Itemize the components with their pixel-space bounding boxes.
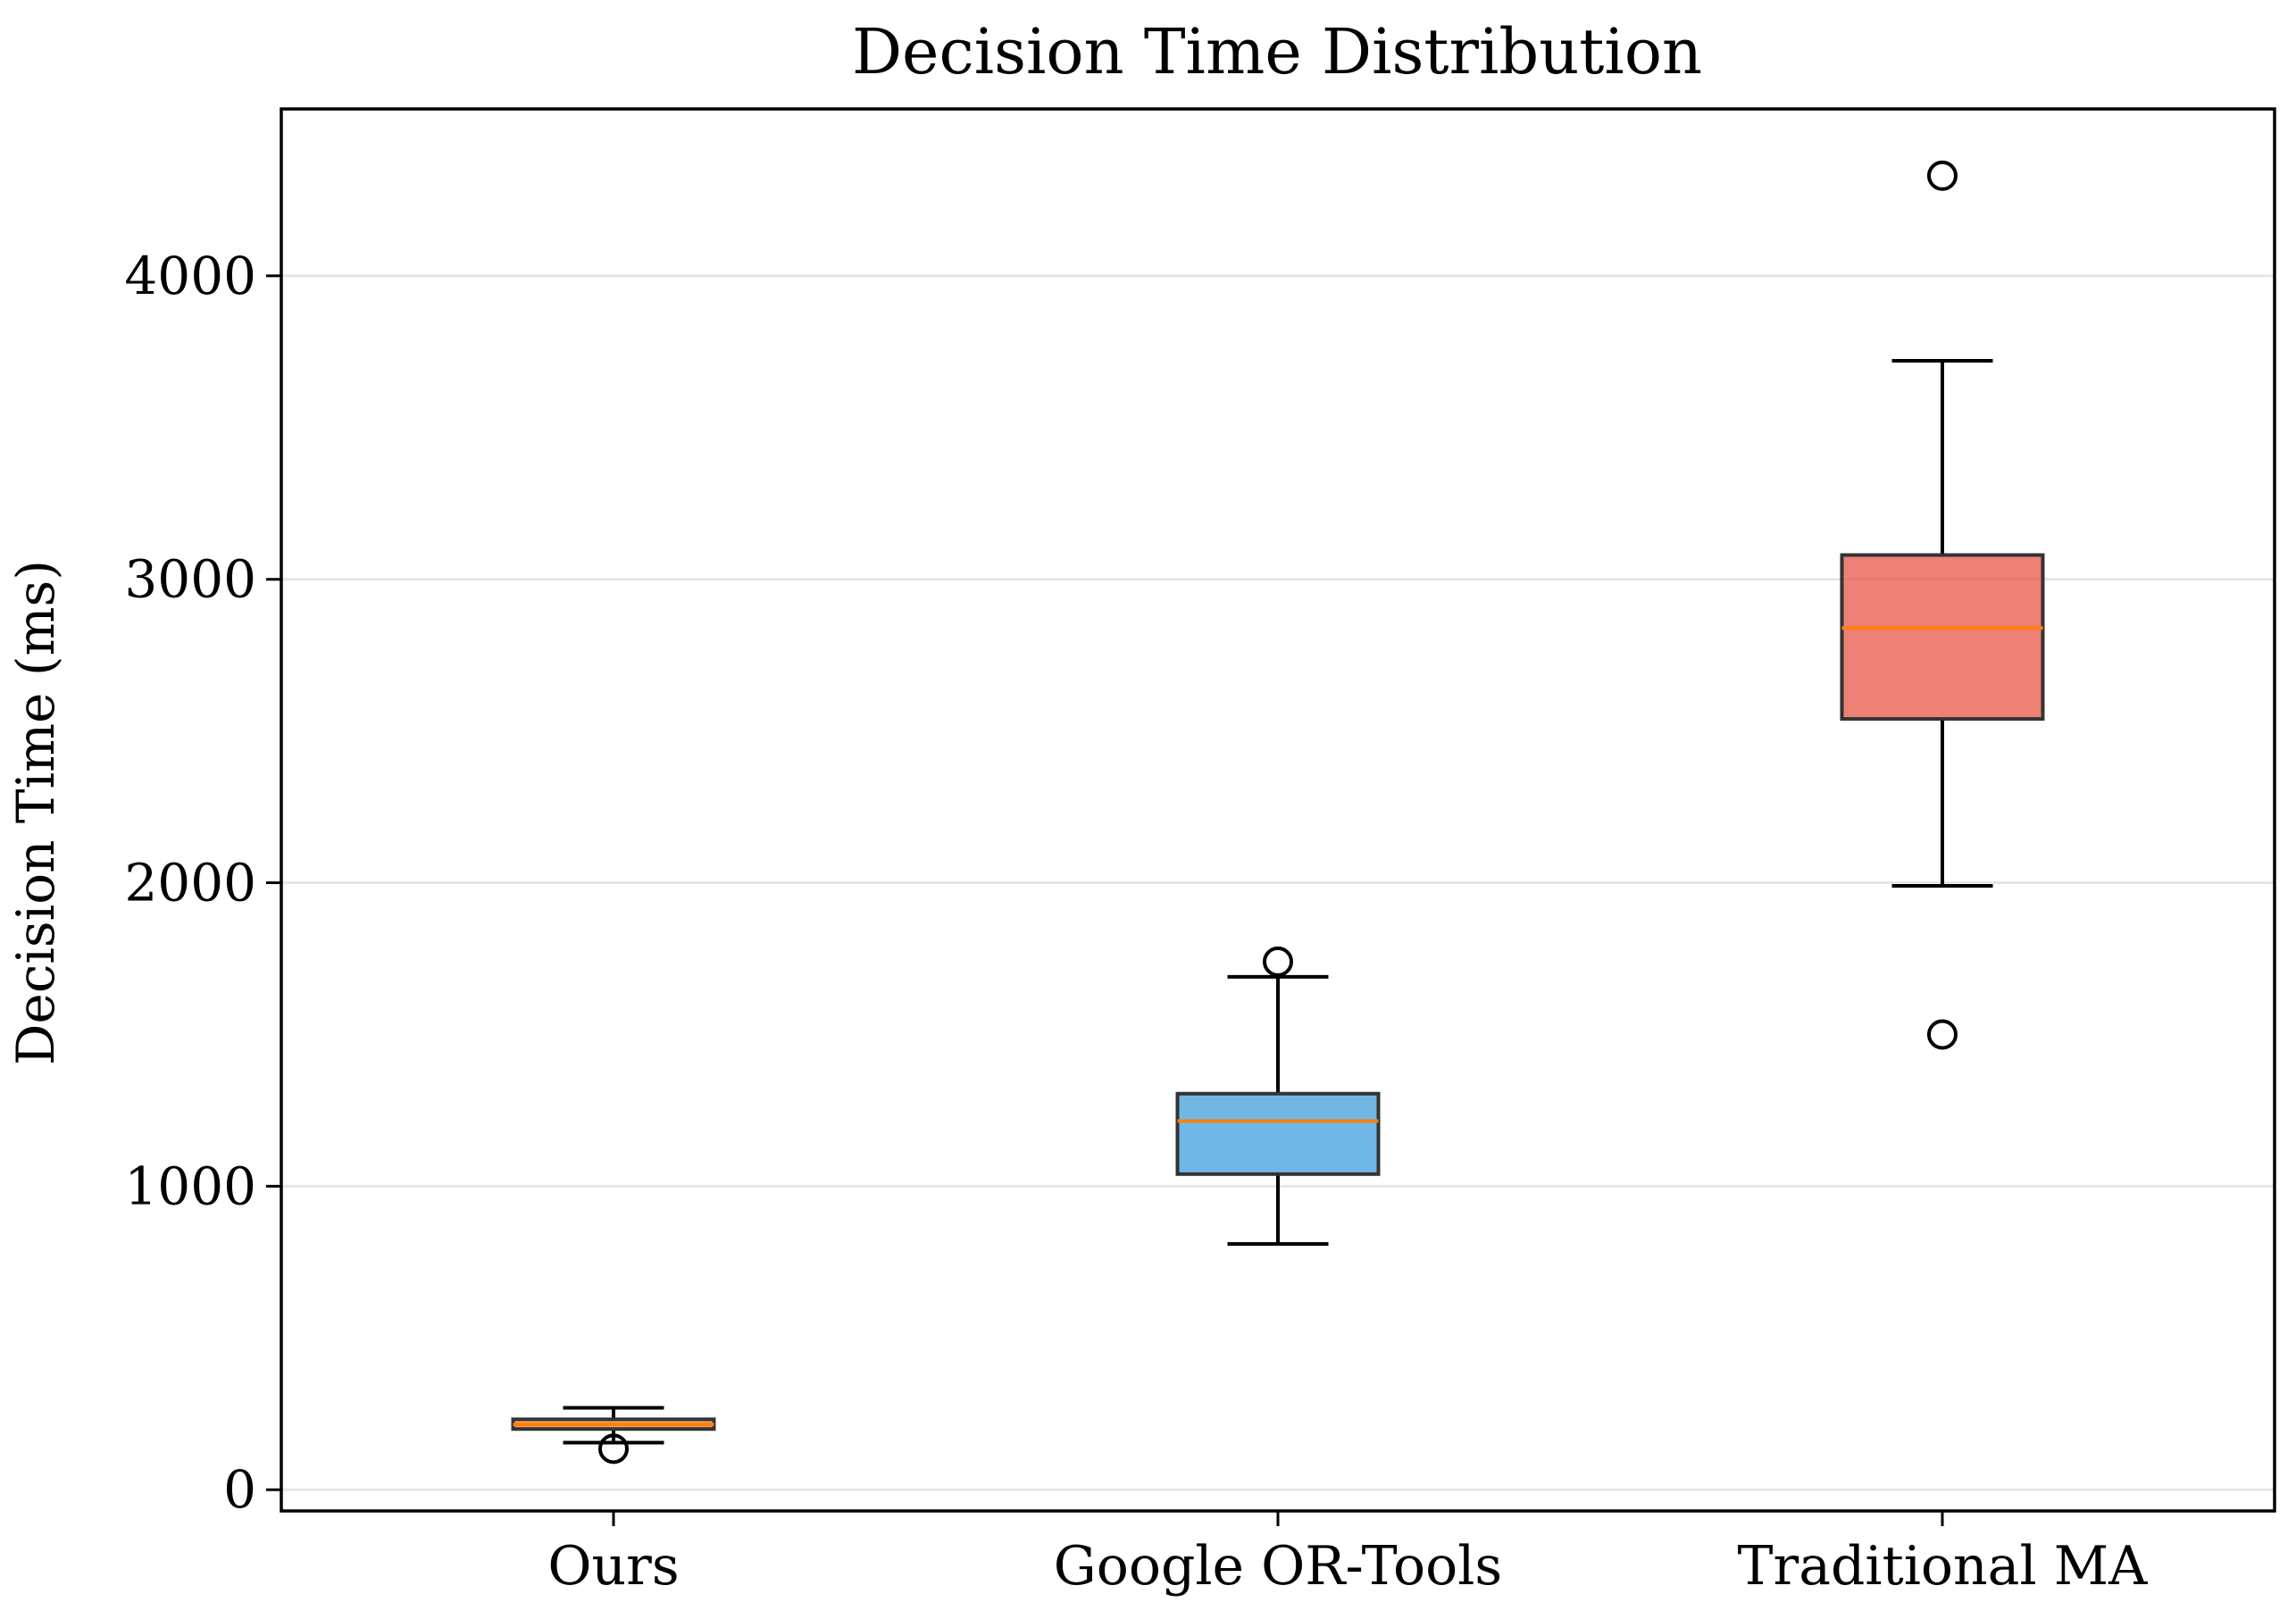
box-iqr [1840, 553, 2045, 722]
chart-title: Decision Time Distribution [852, 15, 1702, 88]
box-group [1175, 946, 1381, 1246]
x-tick-label: Google OR-Tools [1054, 1535, 1502, 1598]
outlier-point [1263, 946, 1293, 977]
boxes [511, 160, 2045, 1465]
y-tick-label: 2000 [124, 853, 256, 914]
y-tick-label: 3000 [124, 549, 256, 610]
y-tick-label: 4000 [124, 246, 256, 306]
box-group [1840, 160, 2045, 1050]
y-axis-label: Decision Time (ms) [5, 560, 66, 1065]
plot-frame [280, 107, 2276, 1513]
y-tick-label: 0 [223, 1459, 256, 1520]
y-tick-label: 1000 [124, 1156, 256, 1216]
box-iqr [1175, 1091, 1381, 1176]
x-tick-label: Traditional MA [1738, 1535, 2149, 1598]
outlier-point [1927, 1019, 1958, 1050]
outlier-point [1927, 160, 1958, 191]
x-tick-label: Ours [547, 1535, 679, 1598]
outlier-point [598, 1433, 629, 1465]
box-group [511, 1406, 716, 1465]
axes: 0 1000 2000 3000 4000 Ours Google OR-Tools Trad… [124, 246, 2148, 1598]
grid-lines [281, 274, 2275, 1491]
